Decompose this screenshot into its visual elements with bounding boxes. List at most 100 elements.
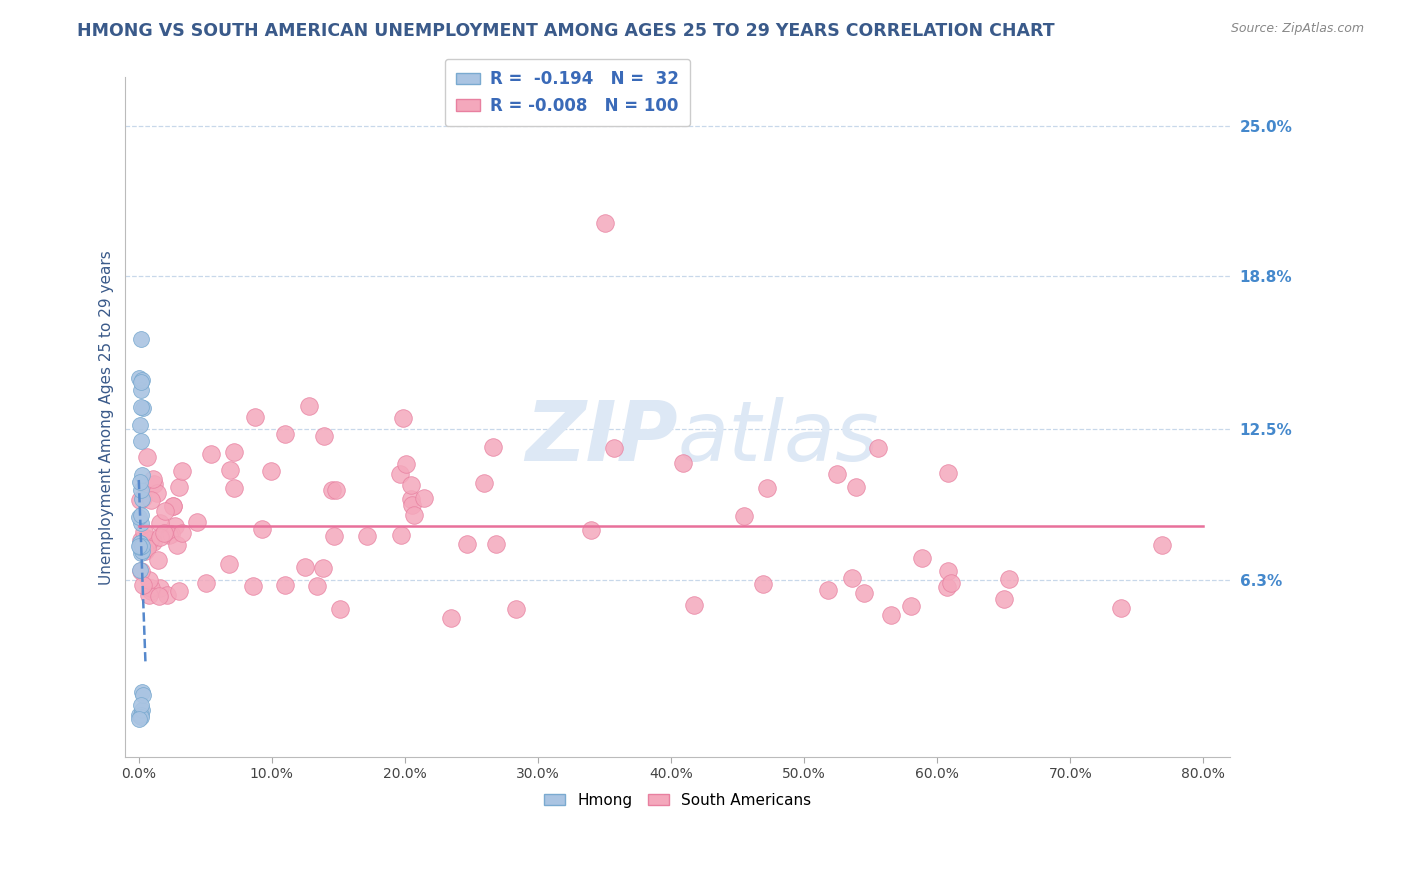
Point [167, 584, 190, 599]
Text: atlas: atlas [678, 397, 879, 478]
Point [911, 550, 934, 565]
Point [756, 481, 779, 495]
Point [852, 586, 875, 600]
Point [138, 588, 160, 602]
Point [389, 528, 412, 542]
Point [200, 447, 222, 461]
Point [129, 698, 152, 712]
Point [307, 579, 329, 593]
Text: ZIP: ZIP [524, 397, 678, 478]
Point [142, 472, 165, 486]
Point [356, 529, 378, 543]
Point [128, 536, 150, 550]
Point [142, 535, 165, 549]
Point [142, 477, 165, 491]
Point [162, 499, 184, 513]
Point [936, 466, 959, 480]
Point [129, 376, 152, 390]
Point [321, 483, 343, 497]
Point [194, 575, 217, 590]
Point [131, 539, 153, 553]
Point [131, 689, 153, 703]
Point [129, 508, 152, 522]
Point [259, 465, 281, 479]
Point [128, 510, 150, 524]
Y-axis label: Unemployment Among Ages 25 to 29 years: Unemployment Among Ages 25 to 29 years [100, 250, 114, 584]
Point [1109, 600, 1132, 615]
Point [129, 533, 152, 548]
Point [139, 533, 162, 547]
Point [129, 535, 152, 549]
Point [128, 707, 150, 722]
Point [139, 581, 162, 595]
Text: Source: ZipAtlas.com: Source: ZipAtlas.com [1230, 22, 1364, 36]
Point [224, 444, 246, 458]
Point [841, 571, 863, 585]
Point [157, 527, 180, 541]
Point [900, 599, 922, 614]
Point [129, 383, 152, 397]
Point [274, 426, 297, 441]
Point [131, 468, 153, 483]
Point [128, 563, 150, 577]
Point [136, 450, 159, 465]
Point [401, 498, 423, 512]
Point [139, 492, 162, 507]
Point [474, 476, 496, 491]
Point [148, 589, 170, 603]
Point [128, 475, 150, 489]
Point [134, 525, 156, 540]
Point [936, 564, 959, 578]
Point [128, 712, 150, 726]
Point [939, 576, 962, 591]
Point [245, 410, 267, 425]
Point [485, 537, 508, 551]
Point [128, 371, 150, 385]
Point [131, 401, 153, 415]
Point [993, 592, 1015, 607]
Point [128, 417, 150, 432]
Legend: Hmong, South Americans: Hmong, South Americans [537, 787, 818, 814]
Point [129, 434, 152, 449]
Point [132, 491, 155, 505]
Point [1150, 538, 1173, 552]
Point [129, 401, 152, 415]
Point [129, 707, 152, 722]
Point [167, 480, 190, 494]
Point [404, 508, 426, 523]
Point [389, 467, 412, 481]
Point [131, 332, 153, 346]
Point [456, 536, 478, 550]
Point [401, 478, 423, 492]
Point [752, 577, 775, 591]
Point [825, 467, 848, 481]
Text: HMONG VS SOUTH AMERICAN UNEMPLOYMENT AMONG AGES 25 TO 29 YEARS CORRELATION CHART: HMONG VS SOUTH AMERICAN UNEMPLOYMENT AMO… [77, 22, 1054, 40]
Point [135, 531, 157, 545]
Point [218, 558, 240, 572]
Point [172, 526, 194, 541]
Point [186, 515, 208, 529]
Point [131, 492, 153, 507]
Point [134, 544, 156, 558]
Point [149, 516, 172, 531]
Point [139, 583, 162, 598]
Point [131, 516, 153, 531]
Point [129, 492, 152, 507]
Point [165, 519, 187, 533]
Point [129, 710, 152, 724]
Point [129, 564, 152, 578]
Point [998, 572, 1021, 586]
Point [131, 544, 153, 558]
Point [395, 457, 418, 471]
Point [218, 463, 240, 477]
Point [482, 440, 505, 454]
Point [160, 527, 183, 541]
Point [129, 540, 152, 554]
Point [162, 499, 184, 513]
Point [593, 216, 616, 230]
Point [312, 429, 335, 443]
Point [399, 491, 422, 506]
Point [166, 538, 188, 552]
Point [131, 373, 153, 387]
Point [132, 578, 155, 592]
